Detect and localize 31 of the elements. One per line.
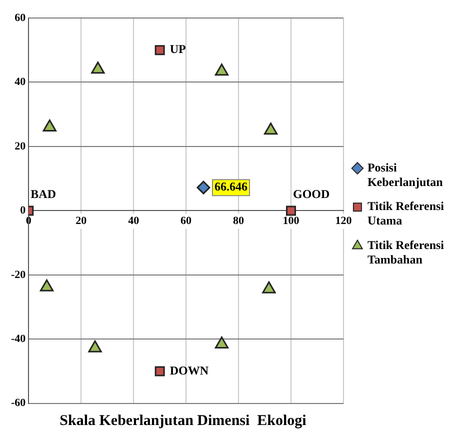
point <box>91 62 105 74</box>
y-tick-label: -40 <box>10 333 26 346</box>
y-tick-label: 0 <box>20 204 26 217</box>
point <box>214 336 229 349</box>
y-tick-label: -60 <box>10 397 26 410</box>
annotation: GOOD <box>292 186 330 201</box>
legend-label: Titik Referensi Utama <box>367 199 445 228</box>
point <box>40 279 54 292</box>
legend-label: Posisi Keberlanjutan <box>367 160 444 189</box>
y-tick-label: 40 <box>14 76 26 88</box>
annotation: BAD <box>30 186 56 201</box>
x-tick-label: 60 <box>180 215 192 228</box>
annotation: DOWN <box>170 363 209 378</box>
point <box>264 122 278 135</box>
point <box>196 180 210 194</box>
point <box>88 340 102 352</box>
y-tick-label: -20 <box>10 268 26 281</box>
x-tick-label: 20 <box>76 215 88 228</box>
annotation: UP <box>170 42 186 56</box>
point <box>262 281 276 294</box>
y-tick-label: 60 <box>14 12 26 24</box>
x-tick-label: 80 <box>233 215 245 228</box>
x-axis-title: Skala Keberlanjutan Dimensi Ekologi <box>58 413 308 430</box>
x-tick-label: 40 <box>128 215 140 228</box>
point <box>42 119 56 132</box>
y-tick-label: 20 <box>14 140 26 152</box>
point <box>214 64 229 76</box>
legend-label: Titik Referensi Tambahan <box>367 238 445 266</box>
x-tick-label: 100 <box>282 215 300 228</box>
x-tick-label: 120 <box>335 215 352 228</box>
annotation: 66.646 <box>214 180 248 194</box>
